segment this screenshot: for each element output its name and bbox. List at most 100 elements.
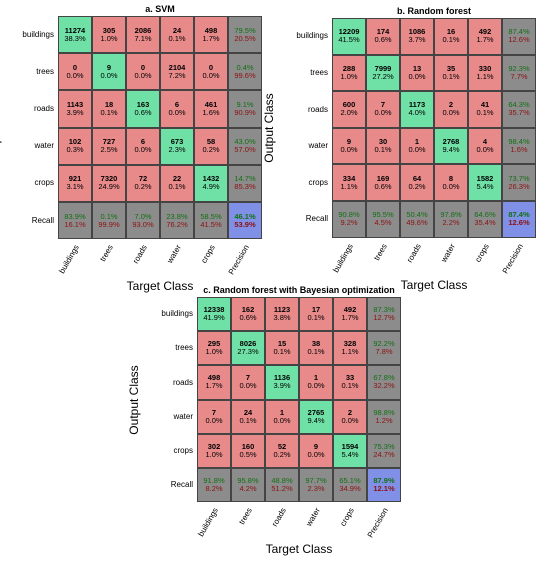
cell-value: 92.3% [508,63,530,73]
cell-value: 0 [72,62,78,72]
matrix-cell: 174 0.6% [366,18,400,55]
cell-percent: 1.7% [205,381,223,391]
cell-value: 0.4% [236,62,254,72]
cell-value: 91.8% [203,476,225,486]
cell-percent: 0.0% [442,181,460,191]
cell-value: 498 [207,373,221,383]
y-axis-label: Output Class [127,364,141,435]
cell-value: 17 [311,305,321,315]
cell-percent: 35.4% [474,218,496,228]
cell-value: 492 [343,305,357,315]
cell-value: 288 [342,63,356,73]
cell-percent: 2.3% [168,145,186,155]
matrix-cell: 75.3% 24.7% [367,433,401,468]
row-label: Recall [305,214,328,224]
cell-percent: 7.8% [375,347,393,357]
matrix-cell: 1 0.0% [299,365,333,400]
row-label: Recall [170,480,193,490]
matrix-cell: 0.1% 99.9% [92,202,126,240]
matrix-cell: 73.7% 26.3% [502,164,536,201]
cell-value: 160 [241,441,255,451]
matrix-cell: 98.4% 1.6% [502,127,536,165]
cell-percent: 41.9% [203,313,225,323]
cell-value: 15 [277,339,287,349]
x-axis-label: Target Class [126,279,194,294]
row-label: roads [307,104,328,114]
cell-value: 35 [446,63,456,73]
cell-percent: 2.5% [100,145,118,155]
chart-title: c. Random forest with Bayesian optimizat… [203,285,395,295]
cell-value: 169 [376,173,390,183]
matrix-cell: 92.3% 7.7% [502,54,536,92]
cell-percent: 57.0% [234,145,256,155]
matrix-cell: 64 0.2% [400,164,434,201]
matrix-cell: 7.0% 93.0% [126,202,160,240]
matrix-cell: 87.4% 12.6% [502,18,536,55]
cell-value: 7320 [100,174,118,184]
row-label: water [34,141,54,151]
matrix-cell: 95.5% 4.5% [366,201,400,238]
cell-percent: 27.2% [372,71,394,81]
cell-value: 95.8% [237,476,259,486]
cell-percent: 12.1% [373,484,395,494]
matrix-cell: 11274 38.3% [58,16,92,54]
cell-value: 1143 [66,99,84,109]
matrix-cell: 79.5% 20.5% [228,16,262,54]
cell-percent: 1.1% [340,181,358,191]
matrix-cell: 2104 7.2% [160,53,194,91]
cell-value: 162 [241,305,255,315]
cell-value: 8026 [239,339,257,349]
cell-value: 492 [478,27,492,37]
cell-percent: 9.4% [307,415,325,425]
matrix-cell: 15 0.1% [265,331,299,366]
matrix-cell: 23.8% 76.2% [160,202,194,240]
cell-percent: 2.3% [307,484,325,494]
cell-value: 97.7% [305,476,327,486]
cell-percent: 41.5% [338,35,360,45]
cell-percent: 1.7% [202,33,220,43]
cell-percent: 1.6% [202,107,220,117]
cell-percent: 16.1% [64,219,86,229]
matrix-cell: 1582 5.4% [468,164,502,201]
matrix-cell: 24 0.1% [160,16,194,54]
cell-percent: 1.1% [476,71,494,81]
matrix-cell: 8 0.0% [434,164,468,201]
cell-value: 330 [478,63,492,73]
cell-percent: 32.2% [373,381,395,391]
cell-percent: 99.9% [98,219,120,229]
matrix-cell: 9 0.0% [332,127,366,165]
cell-value: 38 [311,339,321,349]
cell-percent: 4.2% [239,484,257,494]
cell-percent: 99.6% [234,70,256,80]
matrix-cell: 1173 4.0% [400,91,434,128]
cell-value: 7999 [374,63,392,73]
cell-value: 1582 [476,173,494,183]
cell-percent: 4.9% [202,182,220,192]
matrix-cell: 17 0.1% [299,297,333,332]
matrix-cell: 461 1.6% [194,90,228,128]
cell-percent: 1.2% [375,415,393,425]
cell-value: 72 [138,174,148,184]
cell-percent: 3.7% [408,35,426,45]
matrix-cell: 12209 41.5% [332,18,366,55]
cell-percent: 5.4% [341,449,359,459]
cell-percent: 1.0% [205,449,223,459]
matrix-cell: 1594 5.4% [333,433,367,468]
matrix-cell: 30 0.1% [366,127,400,165]
row-label: trees [36,66,54,76]
matrix-cell: 9.1% 90.9% [228,90,262,128]
cell-percent: 8.2% [205,484,223,494]
cell-percent: 4.0% [408,108,426,118]
matrix-cell: 328 1.1% [333,331,367,366]
matrix-cell: 2 0.0% [333,399,367,434]
cell-percent: 4.5% [374,218,392,228]
matrix-cell: 67.8% 32.2% [367,365,401,400]
cell-percent: 0.1% [239,415,257,425]
cell-value: 52 [277,441,287,451]
cell-percent: 0.6% [134,107,152,117]
cell-percent: 0.0% [66,70,84,80]
cell-value: 64.6% [474,210,496,220]
cell-value: 0 [140,62,146,72]
cell-percent: 2.2% [442,218,460,228]
matrix-cell: 334 1.1% [332,164,366,201]
